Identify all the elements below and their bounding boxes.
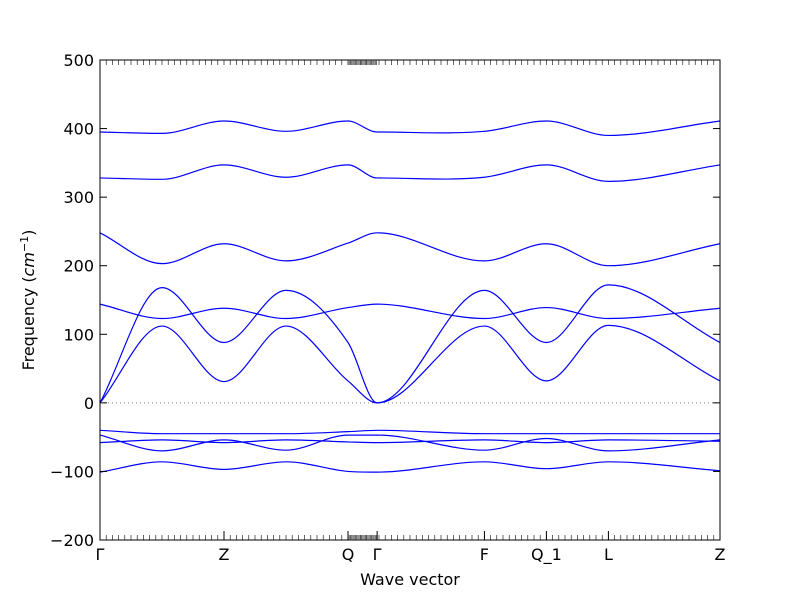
- y-tick-label: −100: [50, 462, 94, 481]
- x-tick-label: Γ: [373, 545, 382, 564]
- band-line: [99, 164, 721, 182]
- plot-area: [99, 120, 721, 473]
- band-line: [99, 429, 720, 435]
- band-line: [99, 120, 721, 137]
- y-axis-label-unit-exponent: −1: [18, 236, 31, 252]
- y-axis-label-paren-close: ): [19, 230, 38, 236]
- band-line: [99, 434, 721, 452]
- y-axis: −200 −100 0 100 200 300 400 500: [50, 51, 720, 550]
- y-tick-label: 500: [63, 51, 94, 70]
- band-line: [99, 324, 721, 404]
- y-axis-label-text: Frequency: [19, 288, 38, 371]
- x-tick-label: Z: [219, 545, 230, 564]
- x-tick-label: L: [604, 545, 613, 564]
- y-tick-label: 300: [63, 188, 94, 207]
- band-line: [99, 461, 721, 473]
- x-axis-label: Wave vector: [360, 570, 460, 589]
- band-line: [99, 284, 721, 404]
- y-axis-label-paren-open: (: [19, 276, 38, 287]
- x-tick-label: Γ: [96, 545, 105, 564]
- x-tick-label: Z: [715, 545, 726, 564]
- x-axis: Γ Z Q Γ F Q_1 L Z: [96, 60, 726, 565]
- y-tick-label: 100: [63, 325, 94, 344]
- y-tick-label: 0: [84, 394, 94, 413]
- x-tick-label: Q_1: [531, 545, 562, 565]
- band-line: [99, 439, 721, 444]
- band-line: [99, 232, 721, 267]
- x-tick-label: Q: [342, 545, 355, 564]
- x-tick-label: F: [480, 545, 489, 564]
- y-tick-label: −200: [50, 531, 94, 550]
- y-tick-label: 200: [63, 257, 94, 276]
- y-tick-label: 400: [63, 120, 94, 139]
- y-axis-label-unit: cm: [19, 252, 38, 276]
- band-line: [99, 303, 721, 320]
- y-axis-label: Frequency (cm−1): [18, 230, 38, 371]
